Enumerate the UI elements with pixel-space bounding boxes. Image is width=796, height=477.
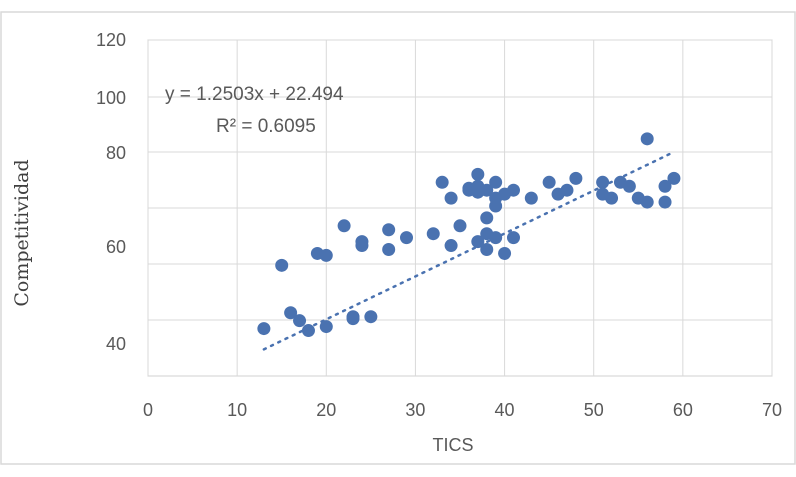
scatter-point xyxy=(498,246,512,260)
scatter-point xyxy=(337,219,351,233)
scatter-point xyxy=(275,258,289,272)
y-tick-label: 120 xyxy=(96,30,126,50)
scatter-point xyxy=(506,183,520,197)
scatter-point xyxy=(640,132,654,146)
y-tick-label: 60 xyxy=(106,237,126,257)
data-points xyxy=(257,132,681,338)
scatter-point xyxy=(301,324,315,338)
scatter-point xyxy=(426,227,440,241)
scatter-point xyxy=(293,314,307,328)
scatter-point xyxy=(489,199,503,213)
x-axis-label: TICS xyxy=(432,435,473,455)
scatter-point xyxy=(444,239,458,253)
x-tick-labels: 0 10 20 30 40 50 60 70 xyxy=(143,400,782,420)
scatter-point xyxy=(444,191,458,205)
y-axis-label: Competitividad xyxy=(11,159,33,306)
grid-lines xyxy=(147,39,773,376)
y-tick-label: 80 xyxy=(106,143,126,163)
r-squared-label: R² = 0.6095 xyxy=(216,116,316,137)
y-tick-label: 100 xyxy=(96,88,126,108)
x-tick-label: 10 xyxy=(227,400,247,420)
scatter-point xyxy=(346,312,360,326)
scatter-point xyxy=(622,179,636,193)
x-tick-label: 40 xyxy=(495,400,515,420)
scatter-point xyxy=(471,167,485,181)
scatter-point xyxy=(542,175,556,189)
scatter-point xyxy=(640,195,654,209)
x-tick-label: 0 xyxy=(143,400,153,420)
scatter-point xyxy=(453,219,467,233)
trendline-equation: y = 1.2503x + 22.494 xyxy=(165,84,344,105)
y-tick-label: 40 xyxy=(106,334,126,354)
scatter-point xyxy=(319,320,333,334)
scatter-point xyxy=(364,310,378,324)
scatter-point xyxy=(489,175,503,189)
x-tick-label: 50 xyxy=(584,400,604,420)
scatter-point xyxy=(596,175,610,189)
scatter-point xyxy=(480,243,494,257)
scatter-point xyxy=(658,195,672,209)
scatter-point xyxy=(257,322,271,336)
scatter-point xyxy=(355,239,369,253)
y-tick-labels: 40 60 80 100 120 xyxy=(96,30,126,354)
scatter-point xyxy=(506,231,520,245)
scatter-point xyxy=(480,211,494,225)
x-tick-label: 30 xyxy=(405,400,425,420)
scatter-point xyxy=(382,223,396,237)
x-tick-label: 70 xyxy=(762,400,782,420)
scatter-point xyxy=(319,248,333,262)
scatter-point xyxy=(569,171,583,185)
x-tick-label: 20 xyxy=(316,400,336,420)
scatter-point xyxy=(382,243,396,257)
scatter-point xyxy=(435,175,449,189)
scatter-point xyxy=(480,183,494,197)
scatter-point xyxy=(400,231,414,245)
scatter-point xyxy=(471,235,485,249)
scatter-point xyxy=(605,191,619,205)
scatter-point xyxy=(560,183,574,197)
scatter-point xyxy=(667,171,681,185)
scatter-point xyxy=(524,191,538,205)
x-tick-label: 60 xyxy=(673,400,693,420)
scatter-point xyxy=(489,231,503,245)
scatter-point xyxy=(658,179,672,193)
chart-frame xyxy=(0,11,796,465)
scatter-point xyxy=(284,306,298,320)
